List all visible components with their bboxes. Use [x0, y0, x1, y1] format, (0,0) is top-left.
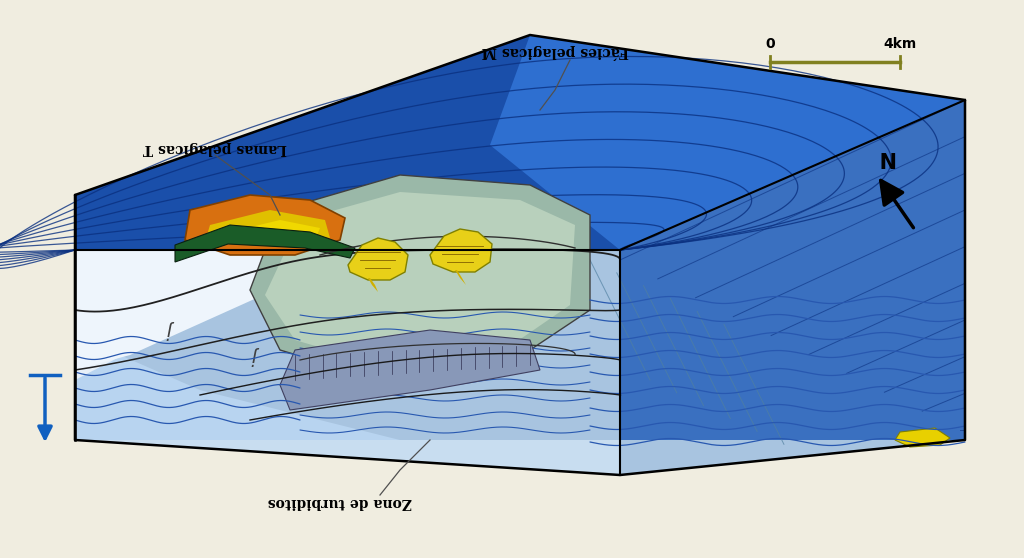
Text: Zona de turbiditos: Zona de turbiditos [268, 495, 412, 509]
Text: 0: 0 [765, 37, 775, 51]
Polygon shape [455, 270, 466, 285]
Polygon shape [175, 225, 355, 262]
Polygon shape [75, 35, 965, 250]
Polygon shape [75, 100, 965, 475]
Text: j: j [257, 345, 263, 364]
Polygon shape [368, 278, 378, 292]
Text: 4km: 4km [884, 37, 916, 51]
Polygon shape [620, 100, 965, 475]
Text: j: j [172, 320, 178, 339]
Text: N: N [877, 147, 894, 167]
Text: Lamas pelagicas T: Lamas pelagicas T [143, 141, 287, 155]
Polygon shape [75, 250, 400, 380]
Polygon shape [75, 250, 965, 475]
Polygon shape [265, 192, 575, 368]
Polygon shape [205, 210, 330, 242]
Polygon shape [430, 229, 492, 272]
Text: Fácies pelagicas M: Fácies pelagicas M [481, 45, 629, 60]
Polygon shape [75, 250, 400, 370]
Polygon shape [120, 250, 965, 475]
Polygon shape [185, 195, 345, 255]
Polygon shape [280, 330, 540, 410]
Polygon shape [225, 220, 319, 244]
Polygon shape [895, 428, 950, 447]
Polygon shape [348, 238, 408, 280]
Polygon shape [250, 175, 590, 380]
Polygon shape [490, 35, 965, 250]
